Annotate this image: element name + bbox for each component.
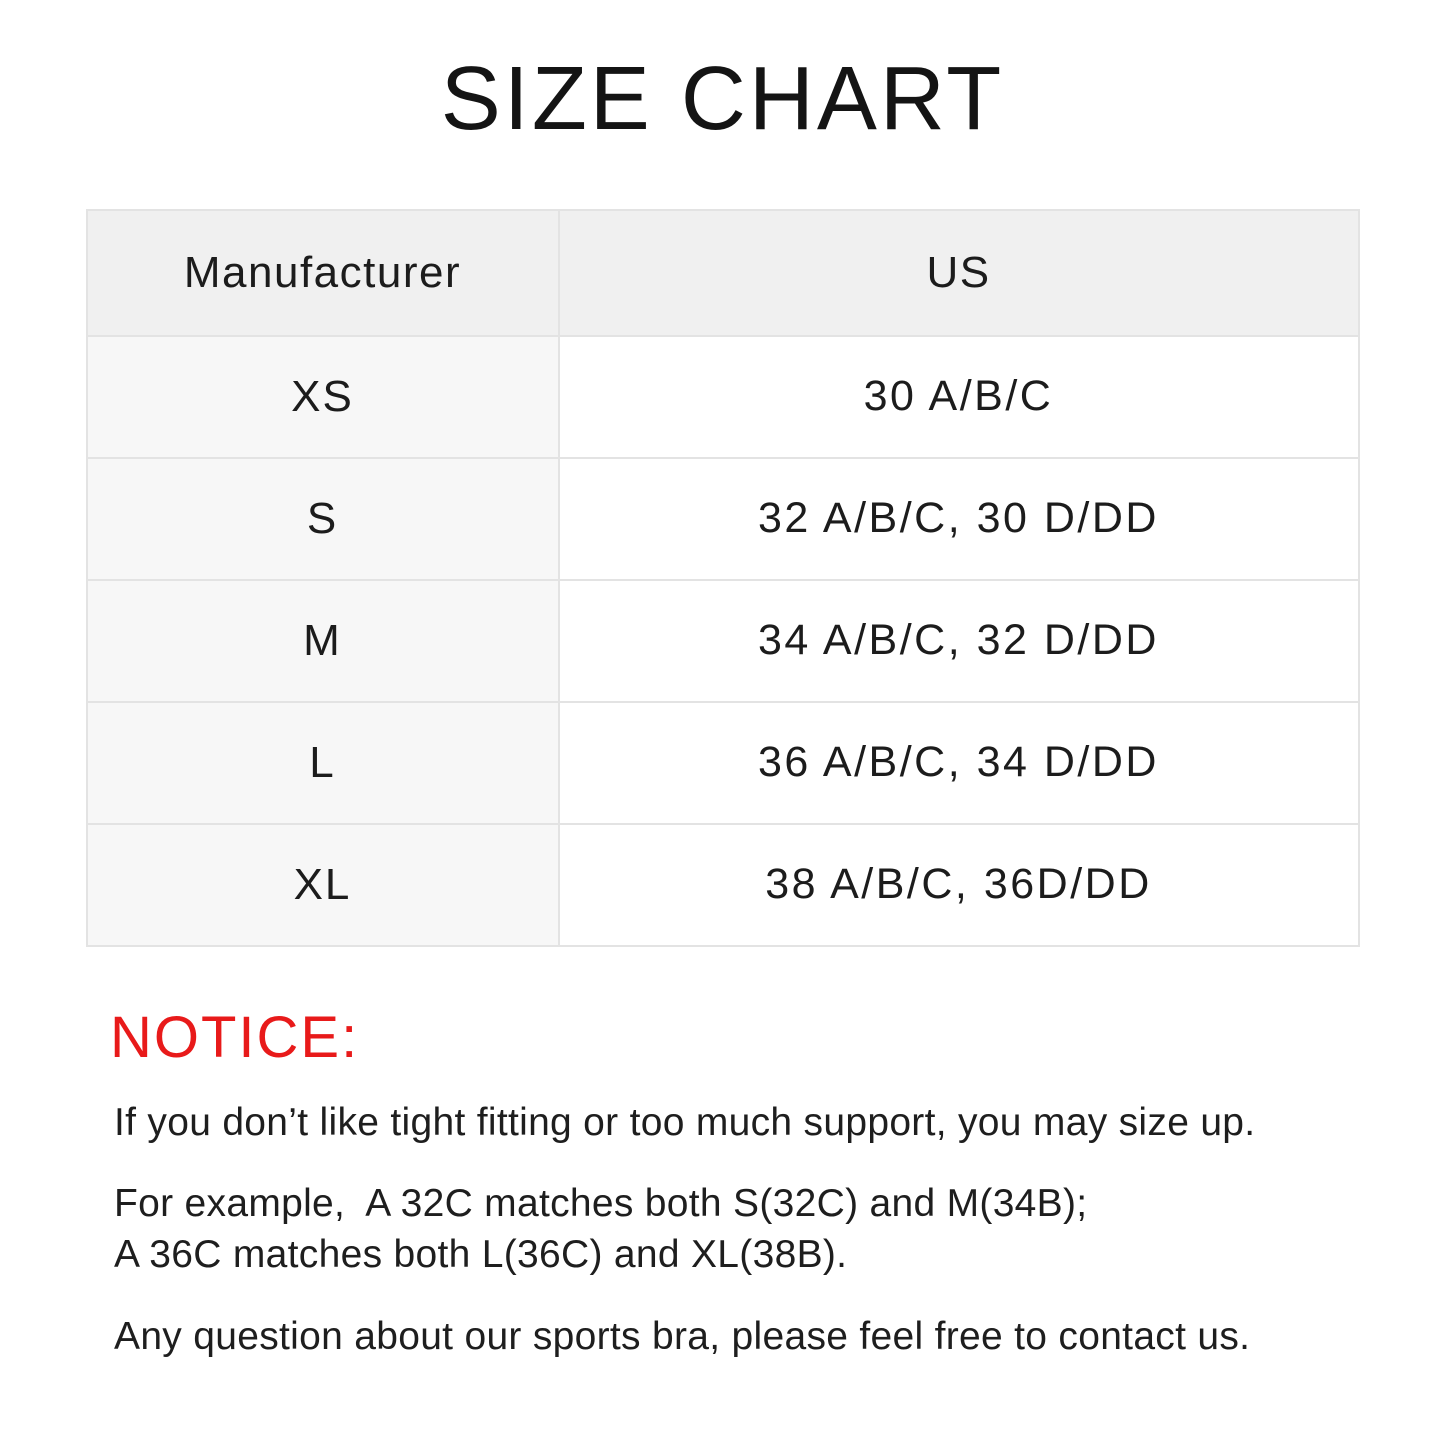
notice-paragraph-example: For example, A 32C matches both S(32C) a… — [114, 1181, 1088, 1277]
manufacturer-cell: S — [85, 456, 560, 581]
table-row: XL 38 A/B/C, 36D/DD — [85, 822, 1360, 947]
table-body: XS 30 A/B/C S 32 A/B/C, 30 D/DD M 34 A/B… — [85, 334, 1360, 947]
table-header: Manufacturer US — [85, 208, 1360, 337]
notice-paragraph-size-up: If you don’t like tight fitting or too m… — [114, 1100, 1256, 1144]
page-title: SIZE CHART — [440, 49, 1005, 149]
table-row: S 32 A/B/C, 30 D/DD — [85, 456, 1360, 581]
manufacturer-cell: M — [85, 578, 560, 703]
us-size-cell: 38 A/B/C, 36D/DD — [557, 822, 1360, 947]
table-row: L 36 A/B/C, 34 D/DD — [85, 700, 1360, 825]
notice-heading: NOTICE: — [110, 1004, 360, 1070]
manufacturer-cell: XS — [85, 334, 560, 459]
size-chart-table: Manufacturer US XS 30 A/B/C S 32 A/B/C, … — [85, 208, 1360, 947]
us-size-cell: 36 A/B/C, 34 D/DD — [557, 700, 1360, 825]
us-size-cell: 32 A/B/C, 30 D/DD — [557, 456, 1360, 581]
header-cell-manufacturer: Manufacturer — [85, 208, 560, 337]
notice-paragraph-contact: Any question about our sports bra, pleas… — [114, 1314, 1251, 1358]
table-row: M 34 A/B/C, 32 D/DD — [85, 578, 1360, 703]
notice-section: NOTICE: If you don’t like tight fitting … — [110, 1004, 1385, 1363]
table-row: XS 30 A/B/C — [85, 334, 1360, 459]
us-size-cell: 34 A/B/C, 32 D/DD — [557, 578, 1360, 703]
table-header-row: Manufacturer US — [85, 208, 1360, 337]
us-size-cell: 30 A/B/C — [557, 334, 1360, 459]
manufacturer-cell: XL — [85, 822, 560, 947]
header-cell-us: US — [557, 208, 1360, 337]
manufacturer-cell: L — [85, 700, 560, 825]
